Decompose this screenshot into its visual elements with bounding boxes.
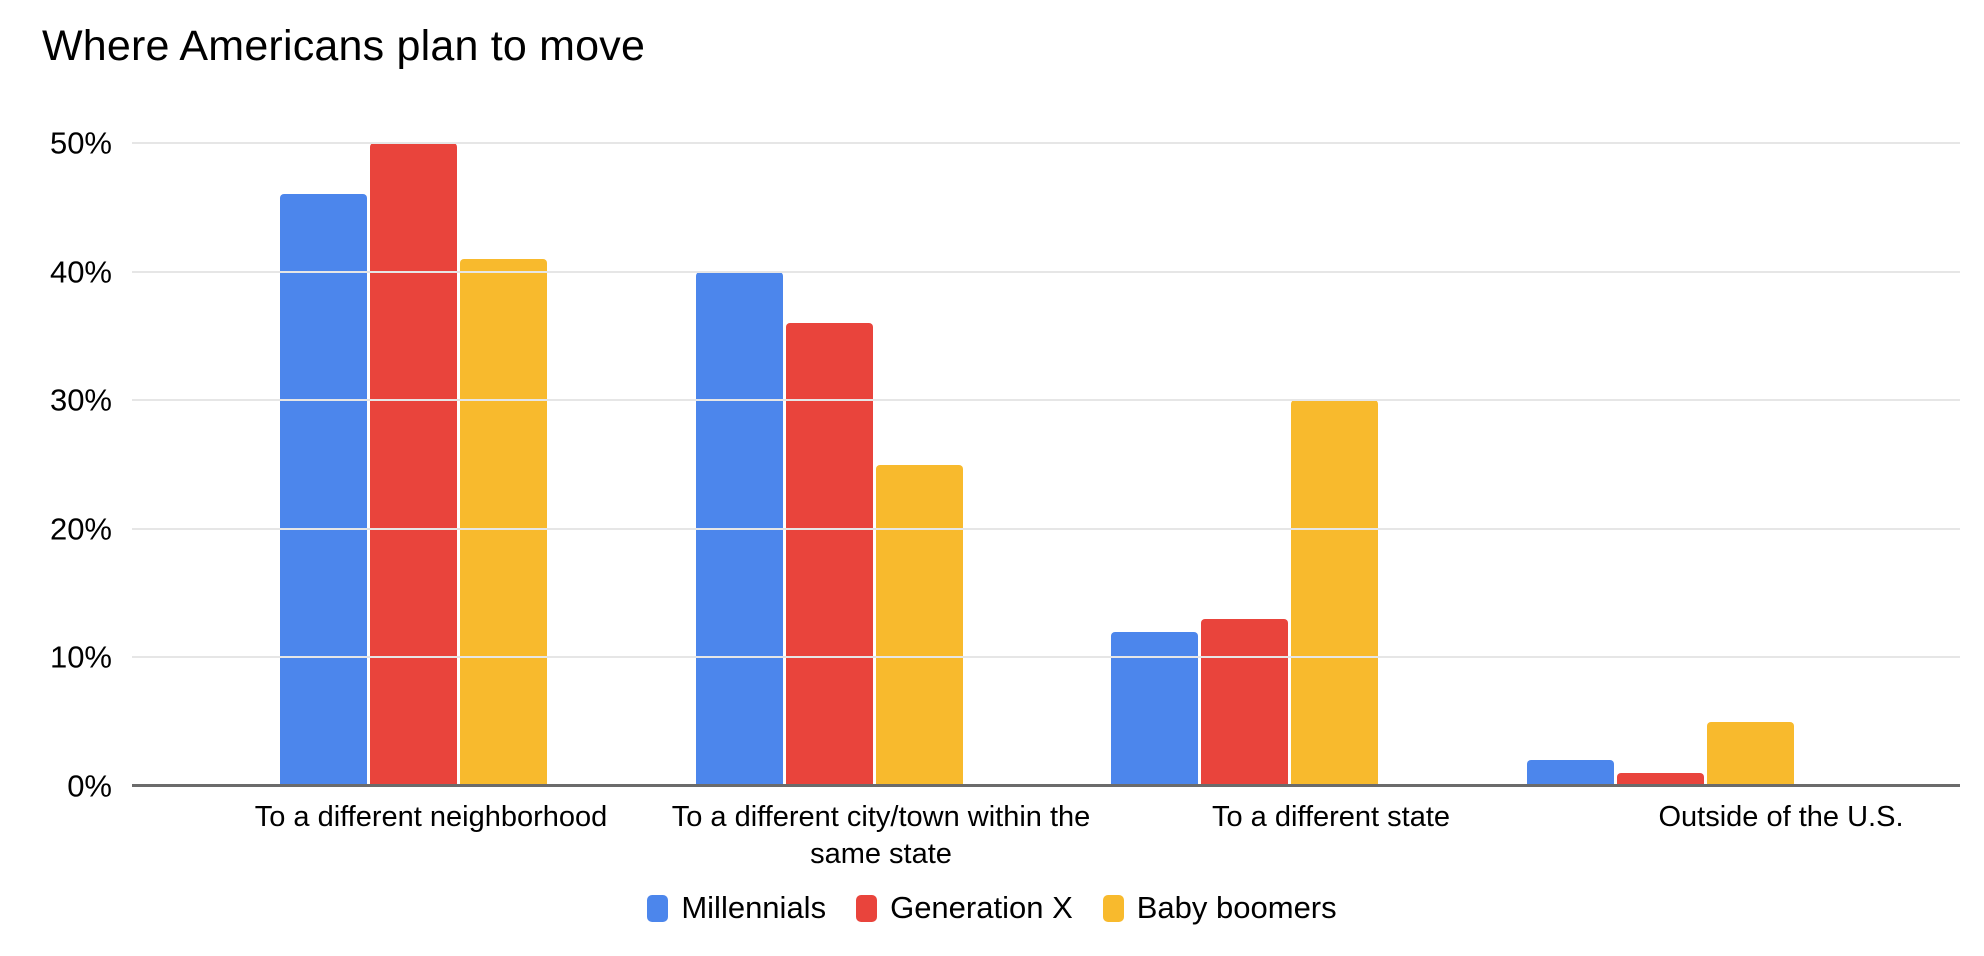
x-label-cell: To a different state — [1106, 799, 1556, 873]
bar-group-outside-of-the-u-s — [1453, 143, 1869, 786]
y-tick-label: 50% — [49, 125, 112, 161]
gridline — [132, 270, 1960, 273]
y-tick-label: 40% — [49, 254, 112, 290]
bar-millennials — [1111, 631, 1199, 786]
plot-area: 0% 10% 20% 30% 40% 50% — [50, 128, 1960, 802]
x-axis-line — [132, 784, 1960, 787]
bar-baby-boomers — [460, 258, 548, 786]
legend-label: Baby boomers — [1136, 890, 1337, 925]
x-label-cell: To a different neighborhood — [206, 799, 656, 873]
bar-baby-boomers — [1706, 721, 1794, 786]
bar-generation-x — [1201, 618, 1289, 786]
legend-item-generation-x: Generation X — [856, 889, 1073, 927]
y-tick-label: 0% — [67, 768, 112, 804]
legend-swatch-icon — [1102, 894, 1124, 922]
x-axis-labels: To a different neighborhood To a differen… — [206, 799, 1904, 873]
x-label-cell: Outside of the U.S. — [1556, 799, 1984, 873]
gridline — [132, 656, 1960, 659]
category-label: Outside of the U.S. — [1658, 801, 1904, 833]
bar-generation-x — [785, 323, 873, 786]
legend-label: Millennials — [681, 890, 827, 925]
chart-title: Where Americans plan to move — [42, 22, 646, 70]
x-label-cell: To a different city/town within the same… — [656, 799, 1106, 873]
gridline — [132, 142, 1960, 144]
bar-baby-boomers — [875, 464, 963, 786]
legend-swatch-icon — [856, 894, 878, 922]
y-tick-label: 20% — [49, 511, 112, 547]
category-label: To a different city/town within the same… — [671, 801, 1091, 870]
category-label: To a different state — [1211, 801, 1451, 833]
bar-group-to-a-different-neighborhood — [206, 143, 622, 786]
legend-item-millennials: Millennials — [647, 889, 826, 927]
bar-millennials — [1526, 760, 1614, 786]
y-tick-label: 10% — [49, 639, 112, 675]
bar-group-to-a-different-city-town-within-the-same-state — [622, 143, 1038, 786]
legend-item-baby-boomers: Baby boomers — [1102, 889, 1337, 927]
bar-bands — [206, 143, 1868, 786]
category-label: To a different neighborhood — [254, 801, 608, 833]
gridline — [132, 399, 1960, 402]
legend-swatch-icon — [647, 894, 669, 922]
bar-millennials — [280, 194, 368, 786]
bar-group-to-a-different-state — [1037, 143, 1453, 786]
legend-label: Generation X — [890, 890, 1073, 925]
bar-baby-boomers — [1291, 400, 1379, 786]
bar-generation-x — [1616, 773, 1704, 786]
bar-generation-x — [370, 143, 458, 786]
legend: Millennials Generation X Baby boomers — [0, 889, 1984, 927]
y-tick-label: 30% — [49, 382, 112, 418]
gridline — [132, 527, 1960, 530]
